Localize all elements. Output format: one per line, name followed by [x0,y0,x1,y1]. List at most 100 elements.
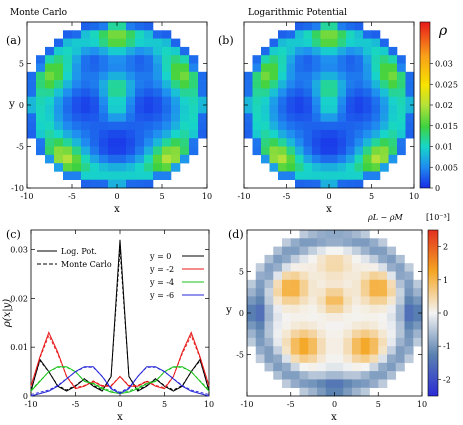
heat-cell [369,313,379,322]
heat-cell [63,30,73,39]
heat-cell [290,362,300,372]
heat-cell [334,346,344,355]
heat-cell [343,321,353,330]
heat-cell [346,179,355,189]
x-tick-label: 0 [326,192,331,201]
heat-cell [295,138,304,147]
heat-cell [54,154,64,164]
heat-cell [388,96,398,106]
heat-cell [247,337,257,347]
series-line-3-monte-carlo [30,366,210,395]
legend-series-c: y = 0 y = -2 y = -4 y = -6 [149,252,204,300]
heat-cell [352,246,362,256]
heat-cell [290,337,300,347]
heat-cell [352,321,362,330]
heat-cell [299,246,309,256]
heat-cell [117,113,127,122]
heat-cell [317,329,327,339]
heat-cell [325,246,335,256]
heat-cell [54,88,64,97]
heat-cell [162,171,172,180]
heat-cell [278,71,287,81]
heat-cell [264,271,274,281]
heat-cell [45,129,55,139]
heat-cell [299,379,309,388]
heat-cell [269,138,279,147]
heat-cell [198,121,208,131]
heat-cell [81,154,91,164]
heat-cell [135,138,145,147]
heat-cell [325,279,335,289]
heat-cell [247,296,257,305]
heat-cell [244,96,253,106]
heat-cell [135,121,145,131]
heat-cell [135,22,145,31]
heat-cell [352,329,362,339]
heat-cell [198,105,208,114]
heat-cell [252,80,262,89]
heat-cell [54,121,64,131]
heat-cell [329,163,338,172]
heat-cell [244,105,253,114]
heat-cell [99,138,109,147]
heat-cell [378,379,388,388]
heat-cell [295,121,304,131]
heat-cell [352,379,362,388]
heat-cell [346,154,355,164]
heat-cell [371,163,381,172]
x-tick-label: -5 [72,400,80,409]
heat-cell [320,88,330,97]
heat-cell [27,80,37,89]
colorbar-tick-label: 0.03 [435,60,453,69]
heat-cell [388,154,398,164]
heat-cell [117,154,127,164]
heat-cell [360,254,370,264]
heat-cell [171,113,181,122]
heat-cell [264,296,274,305]
heat-cell [108,88,118,97]
heat-cell [108,55,118,64]
heat-cell [81,30,91,39]
heat-cell [108,171,118,180]
heat-cell [261,88,270,97]
heat-cell [343,387,353,397]
heat-cell [312,80,321,89]
heat-cell [317,346,327,355]
heat-cell [144,55,154,64]
ticks-a: -10 -5 0 5 10 -10 -5 0 5 [11,22,212,201]
heat-cell [369,254,379,264]
ticks-d: -10 -5 0 5 10 -5 0 5 [236,230,427,409]
heat-cell [388,71,398,81]
heat-cell [317,371,327,380]
heat-cell [346,163,355,172]
heat-cell [352,337,362,347]
heat-cell [81,46,91,56]
heat-cell [81,129,91,139]
heat-cell [90,55,100,64]
heat-cell [312,71,321,81]
heat-cell [325,321,335,330]
heat-cell [278,121,287,131]
heat-cell [54,46,64,56]
heat-cell [387,296,397,305]
heat-cell [278,55,287,64]
heat-cell [380,129,389,139]
heat-cell [299,271,309,281]
heat-cell [388,138,398,147]
heat-cell [264,304,274,314]
heat-cell [303,30,313,39]
heat-cell [189,55,199,64]
heat-cell [295,22,304,31]
heat-cell [404,329,414,339]
heat-cell [63,146,73,156]
heat-cell [273,313,283,322]
heat-cell [72,121,82,131]
heat-cell [54,96,64,106]
heat-cell [180,121,190,131]
heat-cell [360,337,370,347]
heat-cell [189,129,199,139]
heat-cell [278,46,287,56]
heat-cell [153,163,163,172]
heat-cell [404,271,414,281]
heat-cell [252,113,262,122]
